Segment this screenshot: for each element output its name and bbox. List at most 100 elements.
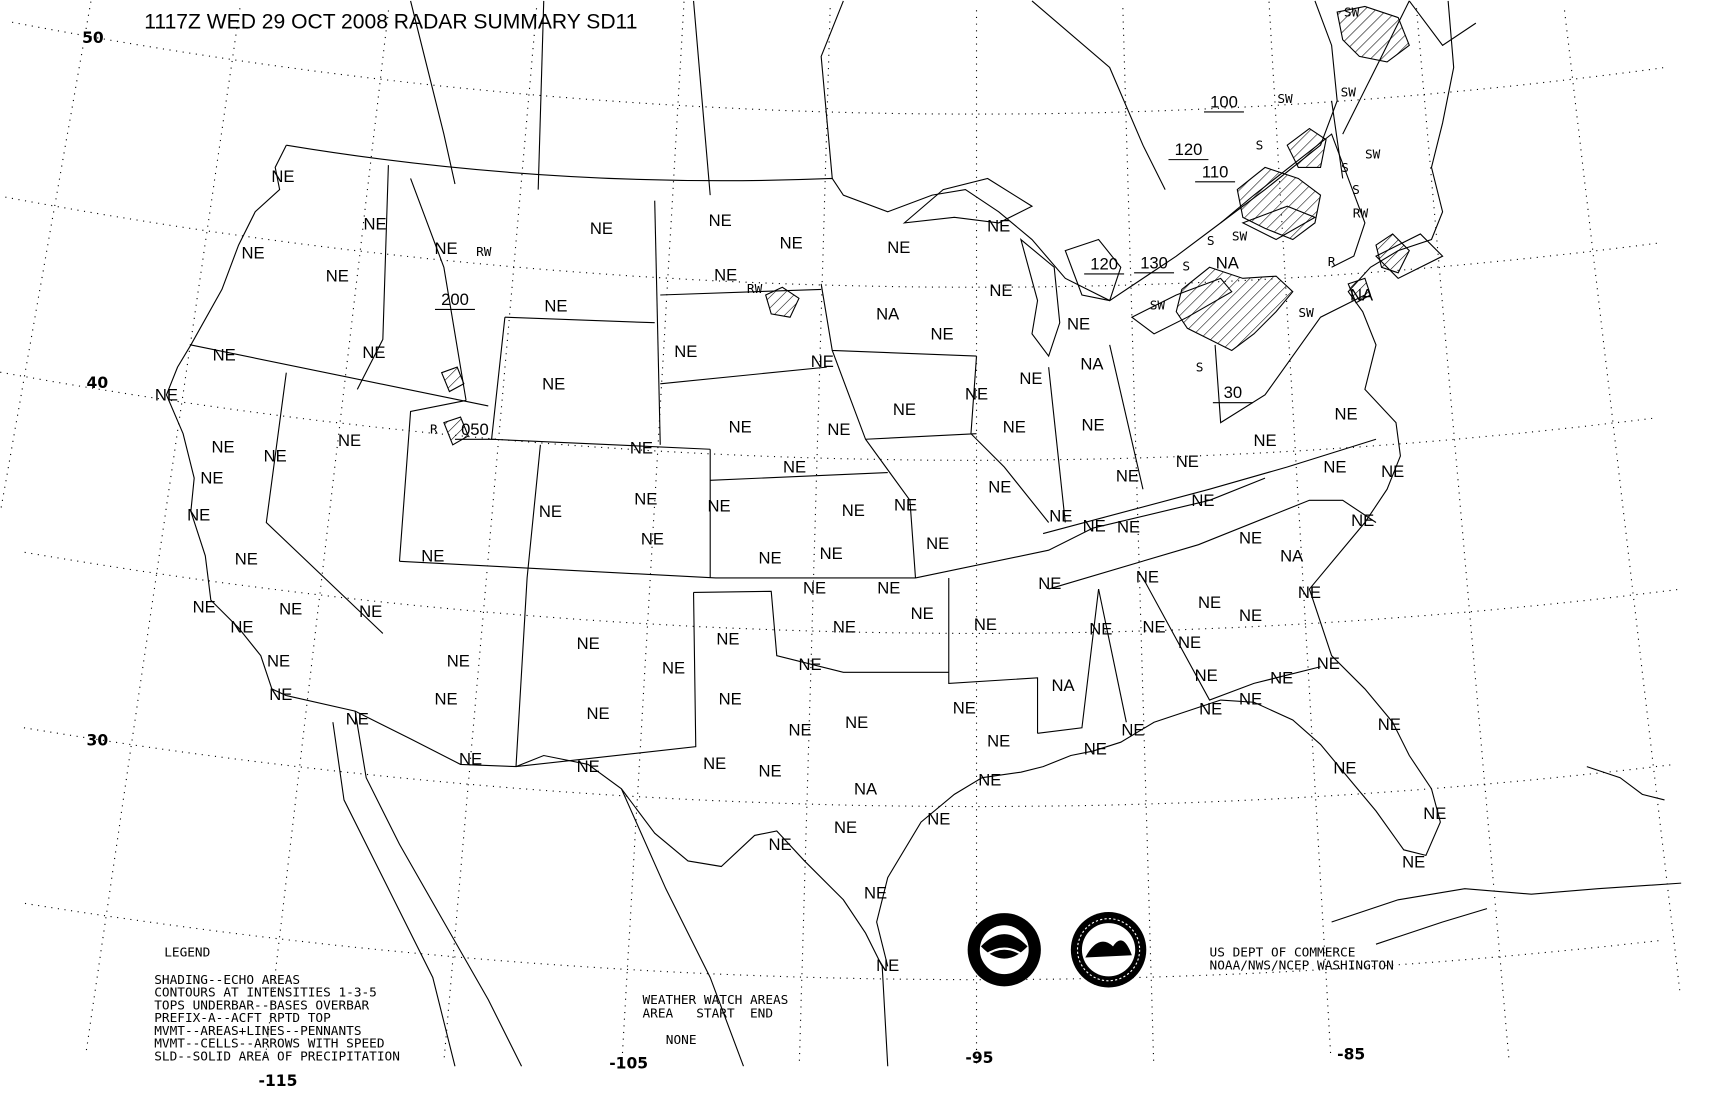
station-no-echoes: NE bbox=[953, 698, 976, 717]
station-no-echoes: NE bbox=[674, 342, 697, 361]
echo-top-label: 30 bbox=[1224, 383, 1243, 402]
echo-area bbox=[1336, 5, 1410, 63]
echo-top-label: 200 bbox=[441, 290, 469, 309]
station-no-echoes: NE bbox=[235, 550, 258, 569]
boundaries bbox=[165, 0, 1682, 1067]
station-no-echoes: NE bbox=[241, 243, 264, 262]
station-no-echoes: NE bbox=[346, 709, 369, 728]
station-no-echoes: NE bbox=[634, 490, 657, 509]
boundary-line bbox=[515, 444, 541, 767]
station-no-echoes: NE bbox=[1116, 466, 1139, 485]
meridian-line bbox=[621, 1, 685, 1056]
station-no-echoes: NE bbox=[577, 634, 600, 653]
boundary-line bbox=[902, 177, 1034, 224]
station-no-echoes: NE bbox=[1351, 511, 1374, 530]
station-no-echoes: NE bbox=[876, 956, 899, 975]
station-no-echoes: NE bbox=[827, 420, 850, 439]
boundary-line bbox=[1331, 100, 1344, 179]
echo-type-label: SW bbox=[1277, 92, 1293, 107]
echo-area bbox=[765, 286, 800, 318]
station-no-echoes: NE bbox=[1195, 666, 1218, 685]
boundary-line bbox=[286, 695, 889, 1067]
station-no-echoes: NE bbox=[1178, 633, 1201, 652]
station-no-echoes: NE bbox=[155, 385, 178, 404]
station-no-echoes: NE bbox=[759, 762, 782, 781]
boundary-line bbox=[1048, 367, 1066, 523]
boundary-line bbox=[1048, 499, 1377, 590]
station-no-echoes: NE bbox=[729, 418, 752, 437]
boundary-line bbox=[1375, 233, 1444, 280]
station-no-echoes: NE bbox=[780, 233, 803, 252]
boundary-line bbox=[831, 350, 917, 579]
echo-top-label: 130 bbox=[1140, 253, 1168, 272]
boundary-line bbox=[1586, 766, 1665, 801]
meridian-line bbox=[1563, 10, 1681, 991]
echo-type-label: SW bbox=[1298, 306, 1314, 321]
parallel-line bbox=[24, 902, 1662, 981]
watch-heading: WEATHER WATCH AREAS bbox=[643, 993, 789, 1008]
watch-columns: AREA START END bbox=[643, 1006, 774, 1021]
meridian-line bbox=[85, 8, 241, 1053]
boundary-line bbox=[1375, 908, 1488, 945]
credit-line1: US DEPT OF COMMERCE bbox=[1210, 945, 1356, 960]
echo-type-label: SW bbox=[1344, 5, 1360, 20]
station-no-echoes: NE bbox=[459, 749, 482, 768]
station-no-echoes: NE bbox=[1333, 758, 1356, 777]
lat-label-30: 30 bbox=[87, 732, 109, 750]
echo-top-label: 110 bbox=[1202, 162, 1229, 181]
lat-label-40: 40 bbox=[87, 374, 109, 392]
echo-area bbox=[1347, 277, 1372, 304]
station-no-echoes: NE bbox=[1198, 593, 1221, 612]
station-no-echoes: NE bbox=[965, 384, 988, 403]
boundary-line bbox=[1064, 238, 1122, 302]
echo-area bbox=[1286, 127, 1327, 168]
station-not-available: NA bbox=[1080, 354, 1104, 373]
echo-area bbox=[1236, 166, 1322, 241]
station-no-echoes: NE bbox=[211, 438, 234, 457]
station-no-echoes: NE bbox=[542, 374, 565, 393]
boundary-line bbox=[265, 372, 384, 634]
station-no-echoes: NE bbox=[1003, 418, 1026, 437]
station-no-echoes: NE bbox=[362, 343, 385, 362]
station-no-echoes: NE bbox=[1239, 529, 1262, 548]
map-title: 1117Z WED 29 OCT 2008 RADAR SUMMARY SD11 bbox=[144, 11, 637, 34]
station-no-echoes: NE bbox=[894, 495, 917, 514]
station-no-echoes: NE bbox=[893, 400, 916, 419]
station-no-echoes: NE bbox=[926, 534, 949, 553]
station-no-echoes: NE bbox=[1038, 574, 1061, 593]
boundary-line bbox=[332, 722, 456, 1067]
nws-logo bbox=[1070, 911, 1147, 988]
station-no-echoes: NE bbox=[326, 267, 349, 286]
station-no-echoes: NE bbox=[435, 239, 458, 258]
station-no-echoes: NE bbox=[811, 352, 834, 371]
station-no-echoes: NE bbox=[447, 652, 470, 671]
station-no-echoes: NE bbox=[1049, 506, 1072, 525]
legend-line: SHADING--ECHO AREAS bbox=[154, 973, 300, 988]
legend-line: CONTOURS AT INTENSITIES 1-3-5 bbox=[154, 985, 377, 1000]
boundary-line bbox=[1098, 588, 1127, 723]
echo-type-label: RW bbox=[1353, 206, 1369, 221]
boundary-line bbox=[504, 316, 655, 324]
credit-line2: NOAA/NWS/NCEP WASHINGTON bbox=[1210, 959, 1394, 974]
meridian-line bbox=[0, 1, 92, 514]
station-no-echoes: NE bbox=[1084, 739, 1107, 758]
boundary-line bbox=[660, 288, 822, 296]
station-no-echoes: NE bbox=[1121, 721, 1144, 740]
legend: LEGEND SHADING--ECHO AREAS CONTOURS AT I… bbox=[154, 945, 400, 1064]
station-no-echoes: NE bbox=[213, 345, 236, 364]
boundary-line bbox=[970, 355, 1050, 523]
boundary-line bbox=[165, 144, 287, 697]
station-no-echoes: NE bbox=[714, 266, 737, 285]
boundary-line bbox=[1037, 588, 1100, 734]
station-not-available: NA bbox=[854, 779, 878, 798]
station-no-echoes: NE bbox=[662, 658, 685, 677]
station-no-echoes: NE bbox=[435, 689, 458, 708]
station-no-echoes: NE bbox=[630, 439, 653, 458]
legend-line: SLD--SOLID AREA OF PRECIPITATION bbox=[154, 1050, 400, 1065]
boundary-line bbox=[1042, 438, 1377, 535]
station-no-echoes: NE bbox=[279, 600, 302, 619]
station-no-echoes: NE bbox=[1083, 516, 1106, 535]
echo-type-label: S bbox=[1207, 234, 1215, 249]
station-not-available: NA bbox=[1216, 253, 1240, 272]
